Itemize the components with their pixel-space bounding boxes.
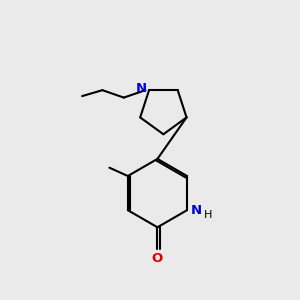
Text: O: O	[152, 252, 163, 265]
Text: N: N	[136, 82, 147, 95]
Text: N: N	[190, 204, 202, 217]
Text: H: H	[204, 210, 213, 220]
